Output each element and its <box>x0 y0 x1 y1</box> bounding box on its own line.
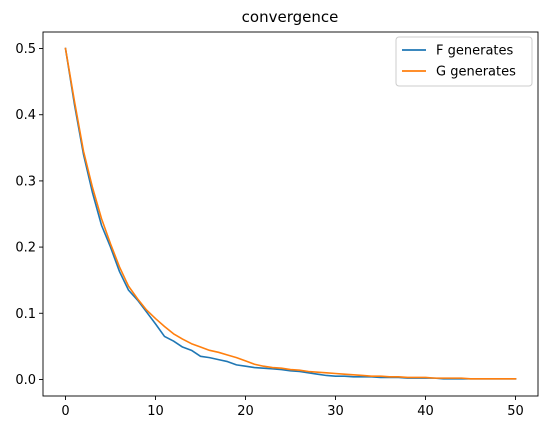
plot-area <box>64 47 517 380</box>
legend: F generates G generates <box>395 36 533 87</box>
y-tick-label: 0.4 <box>15 108 36 123</box>
x-tick-label: 10 <box>147 404 164 419</box>
series-line-2 <box>64 47 517 380</box>
x-tick-label: 20 <box>237 404 254 419</box>
axes-frame <box>42 31 539 397</box>
y-tick-label: 0.0 <box>15 373 36 388</box>
x-tick-label: 0 <box>61 404 69 419</box>
legend-box <box>395 36 533 87</box>
y-tick-label: 0.3 <box>15 174 36 189</box>
x-tick-label: 30 <box>327 404 344 419</box>
x-tick-label: 40 <box>417 404 434 419</box>
chart-title: convergence <box>242 8 339 26</box>
y-tick-label: 0.1 <box>15 307 36 322</box>
y-tick-label: 0.5 <box>15 42 36 57</box>
legend-label-1: F generates <box>436 44 514 59</box>
series-line-1 <box>64 47 517 380</box>
y-tick-label: 0.2 <box>15 241 36 256</box>
x-tick-label: 50 <box>507 404 524 419</box>
legend-label-2: G generates <box>436 65 516 80</box>
axes: 0 10 20 30 40 50 0.0 0.1 0.2 0.3 0.4 0.5 <box>15 31 539 419</box>
